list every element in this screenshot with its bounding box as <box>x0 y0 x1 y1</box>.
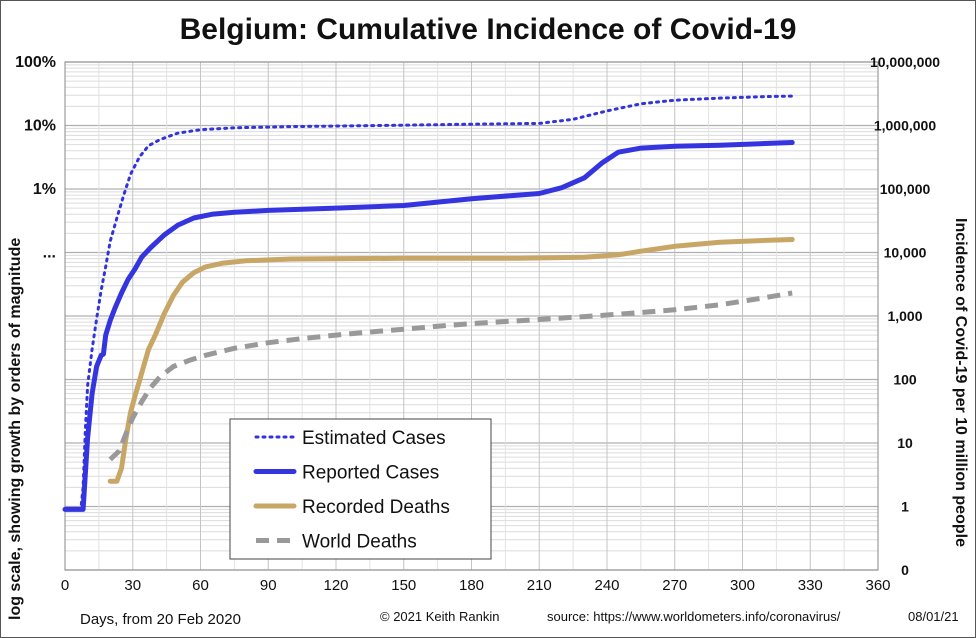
x-axis-label: Days, from 20 Feb 2020 <box>80 611 241 628</box>
x-tick-label: 0 <box>61 577 69 594</box>
chart-title: Belgium: Cumulative Incidence of Covid-1… <box>180 13 797 46</box>
x-tick-label: 330 <box>798 577 823 594</box>
x-tick-label: 180 <box>459 577 484 594</box>
series-line-world-deaths <box>108 290 793 462</box>
right-tick-label: 100 <box>893 372 917 388</box>
legend-box <box>229 418 492 560</box>
legend-label-reported-cases: Reported Cases <box>302 463 439 484</box>
x-axis-ticks: 0 30 60 90 120 150 180 210 240 270 300 330 360 <box>61 577 891 594</box>
right-tick-label: 1 <box>901 499 909 515</box>
legend-label-recorded-deaths: Recorded Deaths <box>302 497 450 518</box>
x-tick-label: 240 <box>594 577 619 594</box>
x-tick-label: 120 <box>323 577 348 594</box>
right-axis-ticks: 10,000,0001,000,000100,00010,0001,000100… <box>870 54 940 578</box>
right-tick-label: 0 <box>901 562 909 578</box>
series-group <box>62 94 795 512</box>
right-tick-label: 100,000 <box>880 181 931 197</box>
left-tick-label: 1% <box>33 181 56 198</box>
left-tick-label: ... <box>43 245 56 262</box>
right-tick-label: 1,000,000 <box>874 118 936 134</box>
x-tick-label: 30 <box>124 577 141 594</box>
right-tick-label: 10,000 <box>884 245 927 261</box>
right-tick-label: 10 <box>897 435 913 451</box>
chart-date: 08/01/21 <box>908 609 959 624</box>
x-tick-label: 90 <box>260 577 277 594</box>
x-tick-label: 150 <box>391 577 416 594</box>
right-tick-label: 1,000 <box>887 308 922 324</box>
x-tick-label: 210 <box>527 577 552 594</box>
left-tick-label: 10% <box>24 118 56 135</box>
copyright: © 2021 Keith Rankin <box>380 609 499 624</box>
series-line-reported-cases <box>62 140 795 512</box>
x-tick-label: 270 <box>662 577 687 594</box>
legend-label-world-deaths: World Deaths <box>302 532 417 553</box>
x-tick-label: 60 <box>192 577 209 594</box>
x-tick-label: 360 <box>865 577 890 594</box>
right-tick-label: 10,000,000 <box>870 54 940 70</box>
source-credit: source: https://www.worldometers.info/co… <box>547 609 841 624</box>
series-line-recorded-deaths <box>107 237 795 484</box>
x-tick-label: 300 <box>730 577 755 594</box>
series-line-estimated-cases <box>63 94 794 511</box>
left-axis-ticks: 100% 10% 1%... <box>15 54 56 262</box>
legend-label-estimated-cases: Estimated Cases <box>302 428 446 449</box>
y-axis-label-right: Incidence of Covid-19 per 10 million peo… <box>952 218 969 547</box>
y-axis-label-left: log scale, showing growth by orders of m… <box>7 238 24 620</box>
plot-area <box>64 61 879 571</box>
left-tick-label: 100% <box>15 54 56 71</box>
legend: Estimated Cases Reported Cases Recorded De… <box>229 418 492 560</box>
